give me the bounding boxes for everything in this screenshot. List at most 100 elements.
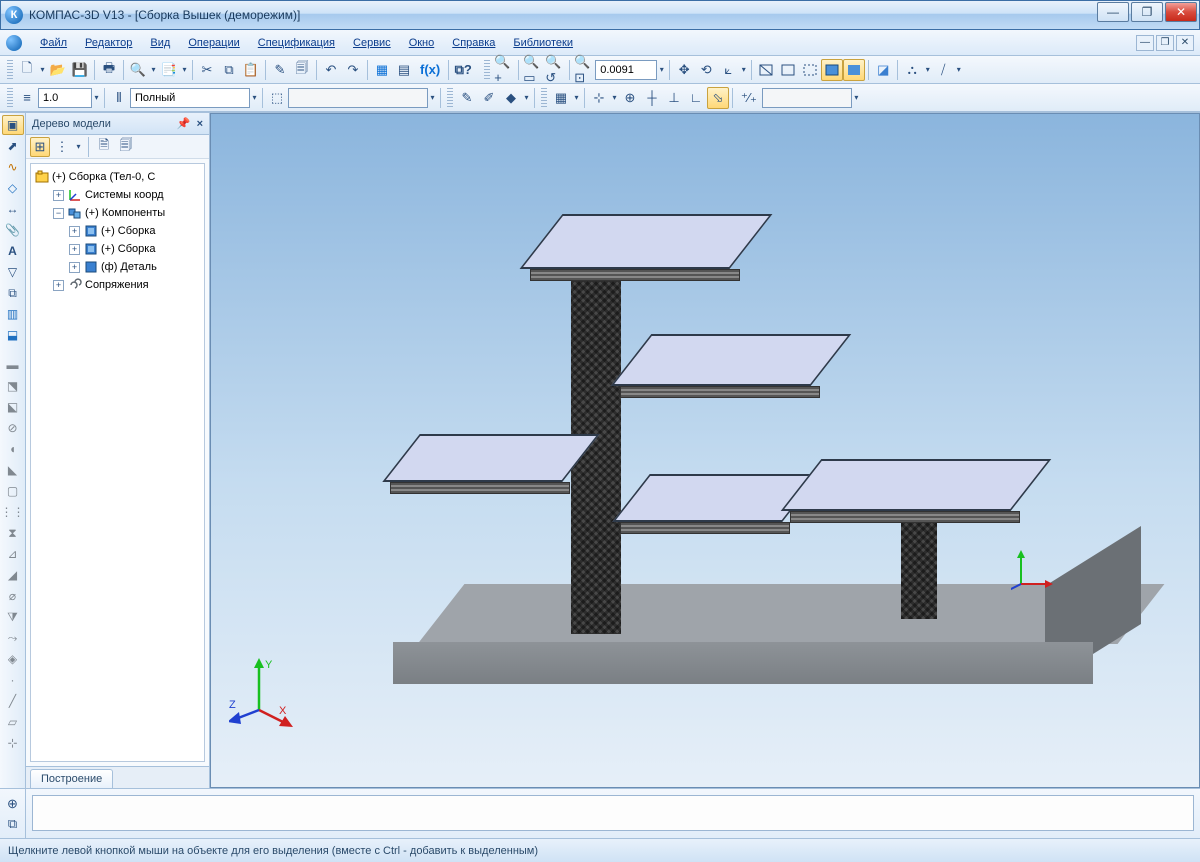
menu-spec[interactable]: Спецификация: [250, 34, 343, 52]
spline-button[interactable]: ∿: [2, 157, 24, 177]
text-button[interactable]: A: [2, 241, 24, 261]
draft-button[interactable]: ◢: [2, 565, 24, 585]
pan-button[interactable]: ✥: [673, 59, 695, 81]
snap4-button[interactable]: ⊥: [663, 87, 685, 109]
menu-libs[interactable]: Библиотеки: [505, 34, 581, 52]
style-input[interactable]: [130, 88, 250, 108]
mirror-button[interactable]: ⧗: [2, 523, 24, 543]
orient-dd[interactable]: ▾: [739, 59, 748, 81]
section-button[interactable]: ⧸: [932, 59, 954, 81]
tree-node[interactable]: −(+) Компоненты: [33, 204, 202, 222]
axis-button[interactable]: ╱: [2, 691, 24, 711]
hidden-button[interactable]: [777, 59, 799, 81]
tree-node[interactable]: +Сопряжения: [33, 276, 202, 294]
wireframe-button[interactable]: [755, 59, 777, 81]
close-button[interactable]: ✕: [1165, 2, 1197, 22]
scale-dd[interactable]: ▾: [92, 87, 101, 109]
sketch-tool-button[interactable]: ◇: [2, 178, 24, 198]
symbol-button[interactable]: ▽: [2, 262, 24, 282]
properties-button[interactable]: ✎: [269, 59, 291, 81]
measure-button[interactable]: ⧉: [2, 283, 24, 303]
menu-window[interactable]: Окно: [401, 34, 443, 52]
zoom-window-button[interactable]: 🔍▭: [522, 59, 544, 81]
open-button[interactable]: 📂: [47, 59, 69, 81]
zoom-all-button[interactable]: 🔍⊡: [573, 59, 595, 81]
shell-button[interactable]: ▢: [2, 481, 24, 501]
style-dd[interactable]: ▾: [250, 87, 259, 109]
coord-dd[interactable]: ▾: [852, 87, 861, 109]
tree-root[interactable]: (+) Сборка (Тел-0, С: [33, 168, 202, 186]
fx-button[interactable]: f(x): [415, 59, 445, 81]
section-dd[interactable]: ▾: [954, 59, 963, 81]
pin-icon[interactable]: 📌: [177, 117, 191, 130]
cut-button[interactable]: ✂: [196, 59, 218, 81]
grip[interactable]: [447, 88, 453, 108]
thread-button[interactable]: ⌀: [2, 586, 24, 606]
edit-assembly-button[interactable]: ▣: [2, 115, 24, 135]
undo-button[interactable]: ↶: [320, 59, 342, 81]
grip[interactable]: [541, 88, 547, 108]
select-button[interactable]: ⬈: [2, 136, 24, 156]
chamfer-button[interactable]: ◣: [2, 460, 24, 480]
print-button[interactable]: 🖶: [98, 59, 120, 81]
tree-expander[interactable]: −: [53, 208, 64, 219]
grip[interactable]: [7, 60, 13, 80]
edit-button[interactable]: ✐: [478, 87, 500, 109]
redo-button[interactable]: ↷: [342, 59, 364, 81]
hidden-dash-button[interactable]: [799, 59, 821, 81]
minimize-button[interactable]: —: [1097, 2, 1129, 22]
tree-expander[interactable]: +: [53, 190, 64, 201]
sketch-button[interactable]: ✎: [456, 87, 478, 109]
report-button[interactable]: ▥: [2, 304, 24, 324]
fillet-button[interactable]: ◖: [2, 439, 24, 459]
library-dd[interactable]: ▾: [180, 59, 189, 81]
menu-edit[interactable]: Редактор: [77, 34, 140, 52]
perspective-button[interactable]: ◪: [872, 59, 894, 81]
snap6-button[interactable]: ⬂: [707, 87, 729, 109]
preview-dd[interactable]: ▾: [149, 59, 158, 81]
snap5-button[interactable]: ∟: [685, 87, 707, 109]
tree-node[interactable]: +(ф) Деталь: [33, 258, 202, 276]
tree-doc1-button[interactable]: 🗎: [94, 137, 114, 157]
plane-button[interactable]: ▱: [2, 712, 24, 732]
layers-button[interactable]: ⬚: [266, 87, 288, 109]
grip[interactable]: [7, 88, 13, 108]
pattern-button[interactable]: ⋮⋮: [2, 502, 24, 522]
extrude-button[interactable]: ▬: [2, 355, 24, 375]
tree-body[interactable]: (+) Сборка (Тел-0, С +Системы коорд−(+) …: [30, 163, 205, 762]
grid-dd[interactable]: ▾: [572, 87, 581, 109]
surface-button[interactable]: ◈: [2, 649, 24, 669]
cut-extrude-button[interactable]: ⬕: [2, 397, 24, 417]
coord-input[interactable]: [762, 88, 852, 108]
tree-expander[interactable]: +: [69, 262, 80, 273]
zoom-dd[interactable]: ▾: [657, 59, 666, 81]
tree-node[interactable]: +(+) Сборка: [33, 240, 202, 258]
orient-button[interactable]: ⟀: [717, 59, 739, 81]
command-cancel[interactable]: ⧉: [3, 815, 23, 833]
dimension-button[interactable]: ↔: [2, 199, 24, 219]
mdi-close[interactable]: ✕: [1176, 35, 1194, 51]
tree-expander[interactable]: +: [69, 244, 80, 255]
viewport[interactable]: Y X Z: [210, 113, 1200, 788]
manager-button[interactable]: ▦: [371, 59, 393, 81]
rib-button[interactable]: ⊿: [2, 544, 24, 564]
snap1-dd[interactable]: ▾: [610, 87, 619, 109]
spec-button[interactable]: 🗐: [291, 59, 313, 81]
tree-expander[interactable]: +: [69, 226, 80, 237]
shaded-wire-button[interactable]: [821, 59, 843, 81]
preview-button[interactable]: 🔍: [127, 59, 149, 81]
variables-button[interactable]: ▤: [393, 59, 415, 81]
eraser-button[interactable]: ◆: [500, 87, 522, 109]
tree-expander[interactable]: +: [53, 280, 64, 291]
new-dd[interactable]: ▾: [38, 59, 47, 81]
menu-service[interactable]: Сервис: [345, 34, 399, 52]
tree-view-button[interactable]: ⊞: [30, 137, 50, 157]
rotate-button[interactable]: ⟲: [695, 59, 717, 81]
help-button[interactable]: ⧉?: [452, 59, 474, 81]
eraser-dd[interactable]: ▾: [522, 87, 531, 109]
tree-filter-button[interactable]: ⋮: [52, 137, 72, 157]
tree-tab-build[interactable]: Построение: [30, 769, 113, 788]
menu-help[interactable]: Справка: [444, 34, 503, 52]
snap1-button[interactable]: ⊹: [588, 87, 610, 109]
simplify-button[interactable]: ⛬: [901, 59, 923, 81]
